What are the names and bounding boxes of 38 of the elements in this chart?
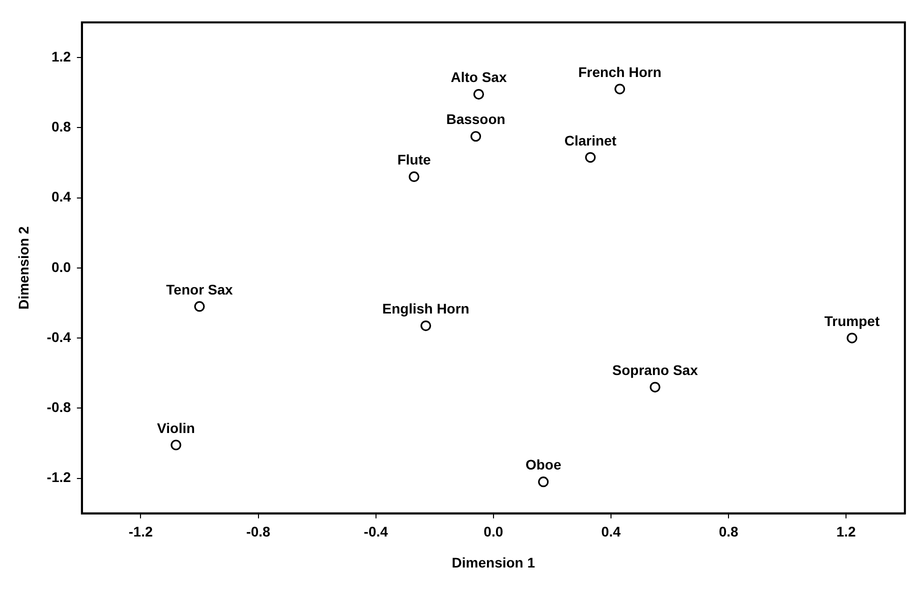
y-tick-label: -1.2 [46, 469, 72, 486]
point [614, 84, 626, 94]
y-tick-label: 0.4 [51, 188, 72, 205]
point [470, 131, 482, 142]
point [473, 88, 484, 100]
point [538, 476, 549, 488]
point [408, 171, 420, 182]
x-axis-title: Dimension 1 [452, 554, 536, 570]
annotation: Flute [397, 152, 431, 168]
annotation: Oboe [525, 456, 562, 473]
point [846, 332, 858, 344]
y-axis-title: Dimension 2 [15, 226, 32, 310]
annotation: English Horn [382, 300, 470, 317]
point [585, 152, 596, 163]
x-tick-label: -0.4 [364, 524, 388, 540]
y-tick-label: 0.0 [51, 258, 72, 275]
annotation: Tenor Sax [166, 281, 234, 298]
annotation: Violin [157, 420, 195, 436]
annotation: Alto Sax [450, 69, 507, 86]
annotation: Clarinet [564, 132, 617, 148]
y-tick-label: -0.8 [46, 399, 72, 416]
point [170, 440, 182, 450]
x-tick-label: 0.0 [484, 524, 504, 540]
x-tick-label: -1.2 [128, 524, 153, 540]
annotation: Soprano Sax [612, 362, 698, 378]
annotation: French Horn [578, 64, 662, 80]
point [650, 382, 660, 392]
x-tick-label: -0.8 [246, 524, 271, 540]
y-tick-label: 0.8 [51, 118, 72, 134]
y-tick-label: -0.4 [46, 328, 72, 345]
annotation: Bassoon [446, 111, 506, 128]
point [420, 320, 432, 332]
y-tick-label: 1.2 [51, 48, 72, 64]
x-tick-label: 0.4 [601, 524, 621, 540]
point [194, 301, 205, 312]
x-tick-label: 1.2 [836, 524, 856, 540]
annotation: Trumpet [824, 312, 880, 329]
x-tick-label: 0.8 [718, 524, 738, 540]
